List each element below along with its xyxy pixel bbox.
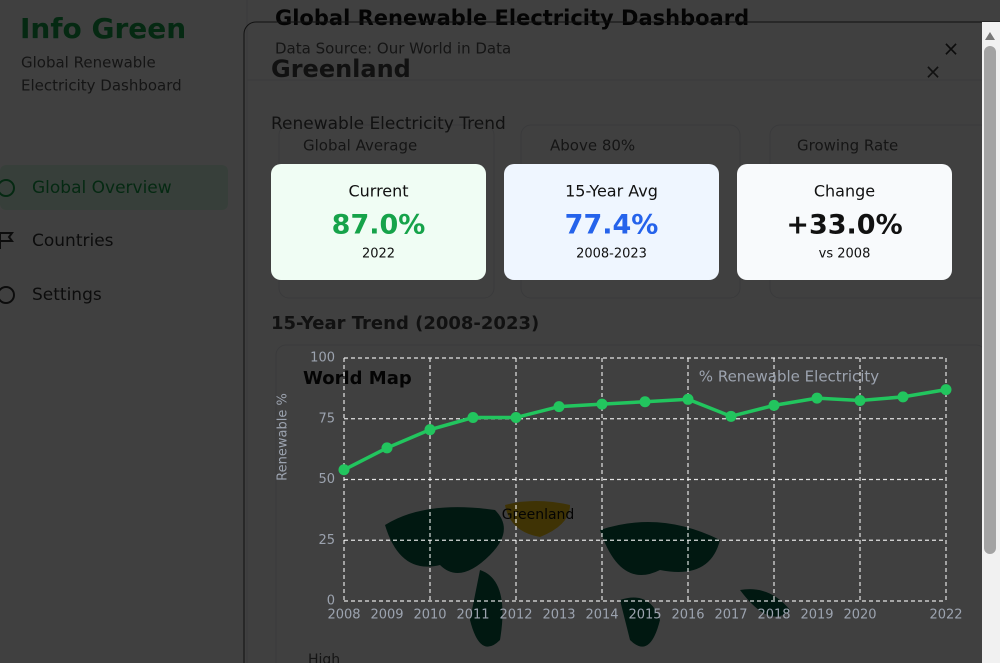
x-tick-label: 2020 xyxy=(843,608,876,623)
point xyxy=(811,392,823,404)
point xyxy=(639,396,651,408)
point xyxy=(338,464,350,476)
point xyxy=(467,412,479,424)
y-tick-label: 50 xyxy=(318,472,335,487)
x-tick-label: 2009 xyxy=(370,608,403,623)
section-title: 15-Year Trend (2008-2023) xyxy=(271,313,539,334)
point xyxy=(682,393,694,405)
scroll-thumb[interactable] xyxy=(984,46,996,554)
x-tick-label: 2013 xyxy=(542,608,575,623)
point xyxy=(510,412,522,424)
stat-label: Change xyxy=(814,182,875,201)
stat-value: +33.0% xyxy=(786,210,902,241)
y-axis-label: Renewable % xyxy=(276,393,291,481)
point xyxy=(768,399,780,411)
stat-card xyxy=(737,164,952,280)
point xyxy=(553,401,565,413)
x-tick-label: 2015 xyxy=(628,608,661,623)
point xyxy=(854,395,866,407)
stat-label: Current xyxy=(348,182,408,201)
legend-label: % Renewable Electricity xyxy=(699,368,880,386)
y-tick-label: 0 xyxy=(327,594,335,609)
section-title: Renewable Electricity Trend xyxy=(271,114,506,134)
x-tick-label: 2019 xyxy=(800,608,833,623)
stat-value: 77.4% xyxy=(565,210,659,241)
stat-label: 15-Year Avg xyxy=(565,182,658,201)
scroll-arrow[interactable] xyxy=(985,32,995,40)
x-tick-label: 2014 xyxy=(585,608,618,623)
x-tick-label: 2012 xyxy=(499,608,532,623)
point xyxy=(725,410,737,422)
x-tick-label: 2016 xyxy=(671,608,704,623)
stat-card xyxy=(504,164,719,280)
modal-title: Greenland xyxy=(271,55,411,83)
y-tick-label: 100 xyxy=(310,351,335,366)
stat-note: 2022 xyxy=(362,247,395,262)
x-tick-label: 2018 xyxy=(757,608,790,623)
stat-value: 87.0% xyxy=(332,210,426,241)
point xyxy=(381,442,393,454)
stat-note: vs 2008 xyxy=(819,247,871,262)
x-tick-label: 2022 xyxy=(929,608,962,623)
point xyxy=(940,384,952,396)
modal-frame xyxy=(243,21,1000,663)
x-tick-label: 2010 xyxy=(413,608,446,623)
x-tick-label: 2011 xyxy=(456,608,489,623)
x-tick-label: 2017 xyxy=(714,608,747,623)
y-tick-label: 75 xyxy=(318,411,335,426)
point xyxy=(897,391,909,403)
point xyxy=(424,424,436,436)
scrollbar[interactable] xyxy=(982,22,1000,663)
x-tick-label: 2008 xyxy=(327,608,360,623)
stat-card xyxy=(271,164,486,280)
stat-note: 2008-2023 xyxy=(576,247,647,262)
modal: Greenland × Renewable Electricity Trend … xyxy=(243,21,1000,663)
point xyxy=(596,398,608,410)
close-button[interactable]: × xyxy=(925,60,942,84)
y-tick-label: 25 xyxy=(318,533,335,548)
